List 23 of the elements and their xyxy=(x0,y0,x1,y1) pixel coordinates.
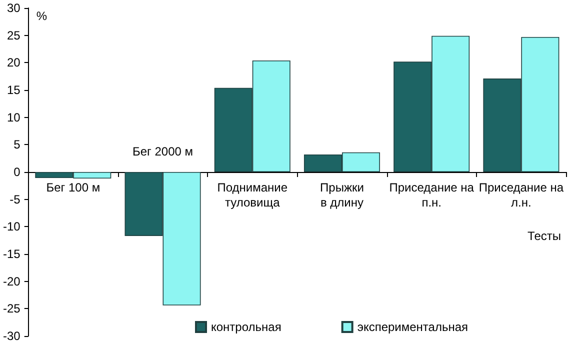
y-tick-label: -30 xyxy=(3,329,21,342)
y-tick-label: 15 xyxy=(6,83,21,97)
y-tick-label: 5 xyxy=(14,138,21,152)
y-tick-label: 0 xyxy=(14,165,21,179)
x-tick-label: Бег 100 м xyxy=(46,180,100,194)
x-tick-label: Бег 2000 м xyxy=(132,144,194,158)
y-tick-label: -5 xyxy=(10,192,21,206)
y-axis-title: % xyxy=(36,9,48,23)
x-tick-label: Приседание на п.н. xyxy=(389,180,474,210)
y-tick-label: -10 xyxy=(3,220,21,234)
y-tick-label: -15 xyxy=(3,247,21,261)
x-tick-label: Приседание на л.н. xyxy=(478,180,564,210)
y-tick-label: -20 xyxy=(3,274,21,288)
y-tick-label: 10 xyxy=(6,110,21,124)
legend-label: экспериментальная xyxy=(357,320,468,334)
y-tick-label: 30 xyxy=(6,1,21,15)
legend-label: контрольная xyxy=(211,320,282,334)
y-tick-label: 25 xyxy=(6,28,21,42)
y-tick-label: -25 xyxy=(3,302,21,316)
x-tick-label: Поднимание туловища xyxy=(217,180,288,210)
x-axis-title: Тесты xyxy=(528,229,561,243)
y-tick-label: 20 xyxy=(6,56,21,70)
x-tick-label: Прыжки в длину xyxy=(320,180,364,210)
